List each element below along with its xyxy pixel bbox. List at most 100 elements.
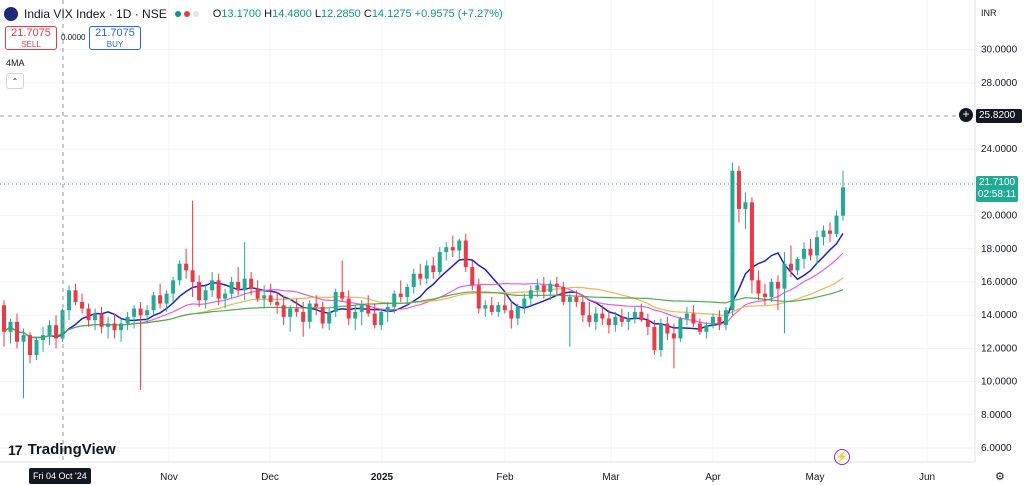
- gear-icon[interactable]: ⚙: [995, 471, 1005, 483]
- indicator-legend-label[interactable]: 4MA: [6, 58, 25, 68]
- add-price-alert-button[interactable]: +: [959, 108, 973, 122]
- price-tick-label: 6.0000: [981, 443, 1012, 454]
- candle-body: [320, 306, 325, 324]
- candle-body: [548, 283, 553, 292]
- candle-body: [333, 291, 338, 312]
- price-tick-label: 10.0000: [981, 377, 1018, 388]
- candle-body: [255, 288, 260, 299]
- candle-body: [561, 286, 566, 302]
- candle-body: [704, 325, 709, 332]
- candle-body: [691, 313, 696, 324]
- time-tick-label: 2025: [371, 472, 394, 483]
- candle-body: [795, 258, 800, 271]
- candle-body: [801, 248, 806, 259]
- candle-body: [47, 325, 52, 336]
- candle-body: [86, 308, 91, 321]
- candle-body: [834, 215, 839, 234]
- status-dot-extra-icon: [192, 11, 199, 17]
- price-tick-label: 24.0000: [981, 144, 1018, 155]
- low-label: L: [314, 8, 322, 20]
- candle-body: [600, 313, 605, 319]
- sell-price: 21.7075: [11, 27, 51, 39]
- tradingview-mark-icon: 17: [8, 441, 23, 458]
- time-tick-label: Dec: [261, 472, 279, 483]
- price-tick-label: 16.0000: [981, 277, 1018, 288]
- candle-body: [80, 301, 85, 309]
- candle-body: [112, 323, 117, 331]
- change-value: +0.9575 (+7.27%): [414, 8, 503, 20]
- time-axis[interactable]: Nov Dec 2025 Feb Mar Apr May Jun: [160, 472, 935, 483]
- candle-body: [515, 306, 520, 319]
- candle-body: [288, 308, 293, 317]
- price-tick-label: 30.0000: [981, 45, 1018, 56]
- candle-body: [164, 293, 169, 304]
- buy-price: 21.7075: [95, 27, 135, 39]
- candle-body: [15, 321, 20, 342]
- candle-body: [236, 282, 241, 291]
- candle-body: [184, 263, 189, 271]
- candle-body: [275, 301, 280, 306]
- candle-body: [613, 316, 618, 326]
- candle-body: [788, 263, 793, 271]
- bar-countdown: 02:58:11: [977, 189, 1017, 200]
- candle-body: [268, 295, 273, 302]
- candle-body: [93, 313, 98, 321]
- candle-body: [678, 318, 683, 339]
- candle-body: [314, 303, 319, 307]
- candle-body: [385, 306, 390, 312]
- candle-body: [814, 237, 819, 256]
- candle-body: [73, 290, 78, 302]
- sell-button[interactable]: 21.7075 SELL: [5, 26, 57, 50]
- symbol-title[interactable]: India VIX Index · 1D · NSE: [24, 7, 167, 21]
- low-value: 12.2850: [321, 8, 361, 20]
- buy-button[interactable]: 21.7075 BUY: [89, 26, 141, 50]
- candle-body: [54, 325, 59, 339]
- candle-body: [756, 280, 761, 294]
- candle-body: [392, 293, 397, 307]
- collapse-legend-button[interactable]: ⌃: [6, 73, 24, 89]
- market-status-dots[interactable]: [174, 11, 199, 17]
- candle-body: [340, 291, 345, 299]
- candle-body: [346, 298, 351, 319]
- candle-body: [418, 273, 423, 279]
- candle-body: [502, 305, 507, 311]
- symbol-header: India VIX Index · 1D · NSE O13.1700 H14.…: [4, 4, 503, 24]
- candle-body: [294, 308, 299, 312]
- candle-body: [216, 280, 221, 299]
- candle-body: [424, 265, 429, 279]
- candle-body: [366, 305, 371, 314]
- candle-body: [496, 305, 501, 312]
- candle-body: [8, 321, 13, 332]
- candle-body: [717, 316, 722, 326]
- sell-label: SELL: [21, 40, 41, 49]
- currency-label[interactable]: INR: [981, 8, 997, 18]
- candle-body: [841, 187, 845, 216]
- candle-body: [41, 335, 46, 341]
- candle-body: [145, 310, 150, 316]
- candle-body: [411, 273, 416, 287]
- time-tick-label: Apr: [705, 472, 721, 483]
- tradingview-logo[interactable]: 17 TradingView: [8, 441, 116, 458]
- candle-body: [554, 283, 559, 287]
- candle-body: [262, 295, 267, 299]
- candle-body: [398, 293, 403, 297]
- candle-body: [229, 282, 234, 294]
- chart-grid: [0, 0, 975, 462]
- candle-body: [736, 170, 741, 209]
- candle-body: [138, 308, 143, 316]
- candle-body: [639, 311, 644, 321]
- price-axis[interactable]: 6.0000 8.0000 10.0000 12.0000 14.0000 16.0000…: [981, 45, 1018, 454]
- time-tick-label: Nov: [160, 472, 178, 483]
- lightning-icon[interactable]: ⚡: [834, 449, 850, 465]
- candle-body: [587, 315, 592, 322]
- open-label: O: [212, 8, 222, 20]
- candle-body: [749, 202, 754, 281]
- candle-body: [775, 282, 780, 289]
- candle-body: [606, 318, 611, 326]
- candle-body: [210, 280, 215, 291]
- time-tick-label: Feb: [496, 472, 514, 483]
- candle-body: [28, 335, 33, 356]
- price-tick-label: 18.0000: [981, 244, 1018, 255]
- candle-body: [2, 305, 6, 332]
